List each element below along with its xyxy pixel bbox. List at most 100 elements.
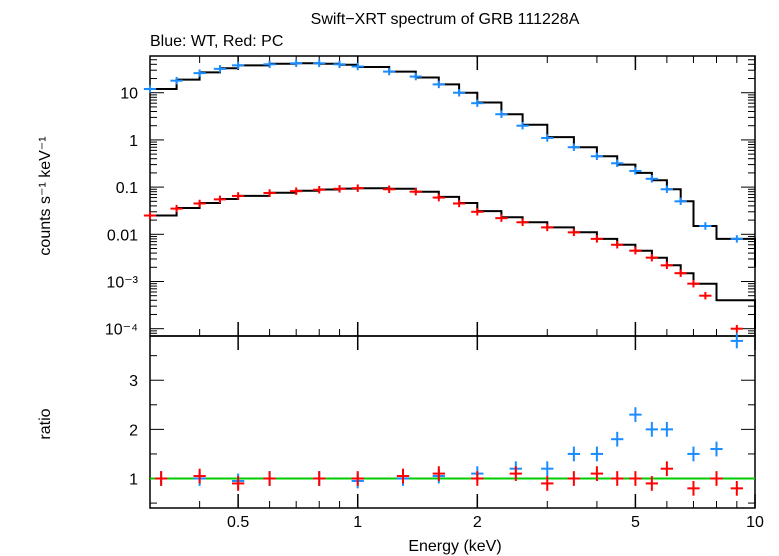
bottom-panel: 1 2 3 ratio	[37, 333, 756, 509]
top-panel: 10 1 0.1 0.01 10⁻³ 10⁻⁴ counts s⁻¹ keV⁻¹	[37, 55, 756, 339]
ratio-point-pc	[590, 466, 604, 481]
model-curve-pc	[150, 187, 756, 329]
ratio-point-pc	[432, 466, 445, 481]
spectrum-point-pc	[351, 184, 364, 192]
y-tick-label: 0.01	[107, 227, 138, 244]
spectrum-point-wt	[432, 80, 445, 89]
ratio-point-pc	[509, 466, 522, 481]
chart-subtitle: Blue: WT, Red: PC	[150, 33, 283, 50]
ratio-point-pc	[645, 476, 658, 491]
spectrum-point-pc	[432, 193, 445, 202]
y-tick-label: 10⁻⁴	[105, 322, 138, 339]
spectrum-point-pc	[674, 269, 687, 277]
spectrum-point-pc	[143, 211, 157, 220]
ratio-point-wt	[730, 333, 743, 349]
ratio-point-wt	[710, 441, 723, 457]
bottom-ylabel: ratio	[37, 408, 54, 439]
spectrum-point-wt	[213, 65, 227, 73]
x-tick-label: 10	[746, 514, 764, 531]
top-ylabel: counts s⁻¹ keV⁻¹	[37, 136, 54, 255]
spectrum-point-pc	[193, 199, 206, 208]
ratio-point-pc	[351, 471, 364, 486]
spectrum-point-wt	[409, 72, 422, 81]
spectrum-point-wt	[611, 159, 624, 168]
spectrum-point-wt	[452, 88, 466, 97]
ratio-point-wt	[660, 422, 674, 437]
spectrum-point-pc	[313, 185, 326, 194]
spectrum-point-wt	[313, 59, 326, 68]
ratio-point-wt	[687, 446, 700, 462]
x-axis-label: Energy (keV)	[408, 538, 501, 555]
spectrum-point-wt	[333, 60, 346, 69]
spectrum-point-pc	[333, 185, 346, 193]
ratio-point-wt	[629, 407, 642, 422]
spectrum-point-pc	[290, 187, 303, 195]
spectrum-point-pc	[687, 279, 700, 288]
chart-title: Swift−XRT spectrum of GRB 111228A	[311, 11, 580, 28]
ratio-point-pc	[710, 471, 723, 486]
spectrum-point-pc	[170, 204, 183, 213]
ratio-point-wt	[611, 431, 624, 447]
y-tick-label: 3	[129, 373, 138, 390]
y-tick-label: 0.1	[116, 180, 138, 197]
spectrum-point-wt	[699, 222, 712, 230]
ratio-point-pc	[313, 471, 326, 486]
y-tick-label: 10	[120, 86, 138, 103]
spectrum-point-wt	[629, 167, 642, 175]
bottom-panel-ticks: 1 2 3	[129, 336, 756, 508]
ratio-point-wt	[541, 461, 554, 477]
bottom-panel-frame	[149, 335, 756, 509]
ratio-point-pc	[231, 476, 245, 491]
ratio-point-pc	[629, 471, 642, 486]
spectrum-point-wt	[351, 62, 364, 71]
spectrum-point-pc	[611, 241, 624, 249]
spectrum-point-pc	[590, 235, 604, 243]
spectrum-point-wt	[495, 110, 508, 118]
spectrum-point-wt	[567, 143, 581, 151]
spectrum-point-pc	[213, 195, 227, 204]
spectrum-point-wt	[471, 99, 484, 107]
spectrum-point-wt	[590, 152, 604, 161]
x-tick-label: 0.5	[227, 514, 249, 531]
x-tick-label: 1	[353, 514, 362, 531]
ratio-point-pc	[730, 480, 743, 496]
spectrum-point-wt	[516, 121, 529, 130]
top-panel-ticks: 10 1 0.1 0.01 10⁻³ 10⁻⁴	[105, 55, 756, 339]
ratio-point-pc	[611, 471, 624, 486]
ratio-point-pc	[154, 471, 168, 486]
spectrum-point-pc	[383, 185, 396, 194]
ratio-data-points	[154, 333, 743, 496]
spectrum-point-wt	[170, 76, 183, 85]
top-data-points	[143, 59, 743, 333]
ratio-point-pc	[541, 476, 554, 491]
spectrum-point-pc	[567, 228, 581, 237]
y-tick-label: 1	[129, 133, 138, 150]
spectrum-point-wt	[143, 85, 157, 93]
spectrum-point-pc	[471, 208, 484, 216]
spectrum-point-pc	[409, 187, 422, 196]
spectrum-point-wt	[231, 61, 245, 70]
ratio-point-pc	[396, 468, 410, 484]
spectrum-point-pc	[495, 214, 508, 222]
spectrum-point-pc	[452, 199, 466, 208]
spectrum-point-pc	[645, 253, 658, 262]
ratio-point-pc	[263, 471, 276, 486]
x-tick-label: 5	[631, 514, 640, 531]
spectrum-point-pc	[699, 291, 712, 300]
spectrum-point-pc	[629, 246, 642, 255]
spectrum-point-pc	[231, 192, 245, 200]
ratio-point-pc	[687, 480, 700, 496]
spectrum-point-wt	[383, 67, 396, 76]
x-tick-label: 2	[473, 514, 482, 531]
spectrum-point-pc	[660, 261, 674, 270]
spectrum-point-pc	[263, 189, 276, 197]
ratio-point-wt	[645, 422, 658, 437]
y-tick-label: 1	[129, 472, 138, 489]
x-tick-labels: 0.5 1 2 5 10	[227, 514, 764, 531]
spectrum-point-wt	[645, 175, 658, 183]
spectrum-point-pc	[541, 223, 554, 232]
spectrum-point-wt	[660, 185, 674, 194]
ratio-point-pc	[660, 461, 674, 477]
spectrum-point-wt	[290, 59, 303, 68]
